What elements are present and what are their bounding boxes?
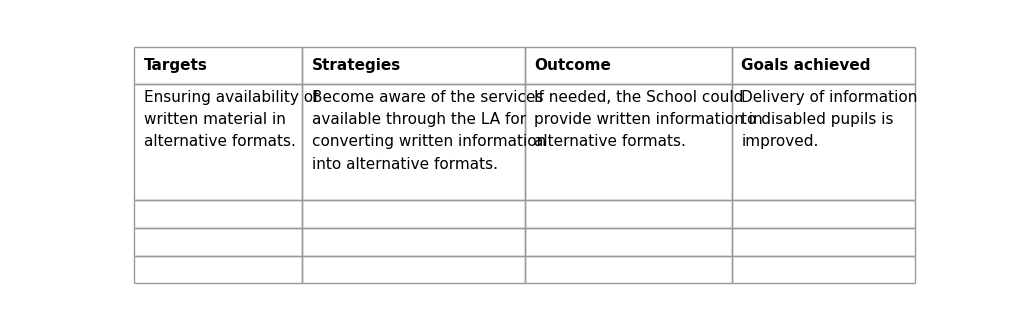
Text: Become aware of the services
available through the LA for
converting written inf: Become aware of the services available t… [311,90,546,172]
Text: If needed, the School could
provide written information in
alternative formats.: If needed, the School could provide writ… [535,90,763,149]
Text: Ensuring availability of
written material in
alternative formats.: Ensuring availability of written materia… [143,90,318,149]
Text: Goals achieved: Goals achieved [741,58,870,73]
Text: Delivery of information
to disabled pupils is
improved.: Delivery of information to disabled pupi… [741,90,918,149]
Text: Targets: Targets [143,58,208,73]
Text: Strategies: Strategies [311,58,401,73]
Text: Outcome: Outcome [535,58,611,73]
